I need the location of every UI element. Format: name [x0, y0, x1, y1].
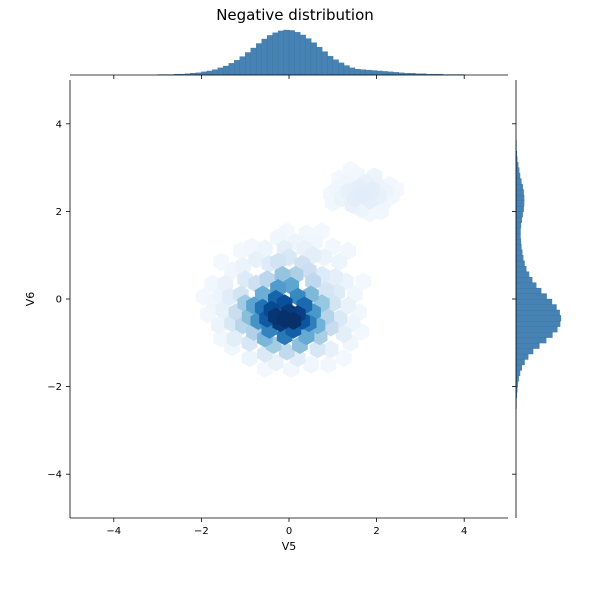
jointplot-figure: Negative distribution −4 −2 0 2 4 −4 −2 0 2 4 V5 V6 [0, 0, 590, 592]
y-tick-label: 4 [56, 119, 62, 130]
x-tick-label: 2 [373, 526, 379, 537]
y-tick-label: 2 [56, 207, 62, 218]
x-tick-label: −2 [194, 526, 209, 537]
top-marginal-histogram [70, 30, 508, 79]
y-axis-label: V6 [24, 292, 37, 307]
x-axis-label: V5 [282, 540, 297, 553]
right-marginal-histogram [512, 80, 561, 518]
plot-svg: −4 −2 0 2 4 −4 −2 0 2 4 V5 V6 [0, 0, 590, 592]
hexbin-layer [196, 161, 404, 378]
main-panel: −4 −2 0 2 4 −4 −2 0 2 4 V5 V6 [24, 80, 508, 553]
y-tick-label: 0 [56, 295, 62, 306]
x-tick-label: −4 [106, 526, 121, 537]
y-tick-label: −2 [47, 382, 62, 393]
x-tick-label: 4 [461, 526, 467, 537]
y-tick-label: −4 [47, 470, 62, 481]
x-tick-label: 0 [286, 526, 292, 537]
chart-title: Negative distribution [0, 6, 590, 24]
